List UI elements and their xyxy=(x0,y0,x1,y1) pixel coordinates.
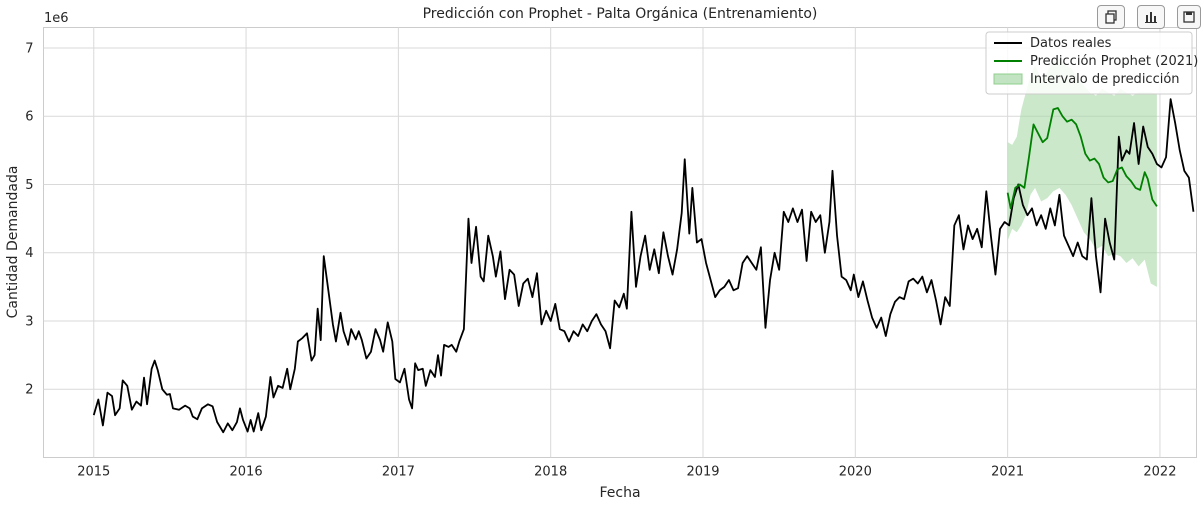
y-tick-label: 4 xyxy=(25,246,33,261)
y-tick-label: 5 xyxy=(25,178,33,193)
legend-box xyxy=(985,31,1193,95)
y-tick-label: 6 xyxy=(25,110,33,125)
save-icon xyxy=(1183,11,1195,23)
x-tick-label: 2018 xyxy=(534,465,567,480)
actual-data-line xyxy=(92,98,1195,434)
legend-label-actual: Datos reales xyxy=(1030,36,1112,51)
copy-icon xyxy=(1105,10,1117,24)
y-tick-labels: 2 3 4 5 6 7 xyxy=(25,41,33,397)
bar-chart-icon xyxy=(1145,12,1157,23)
x-tick-label: 2022 xyxy=(1143,465,1176,480)
chart-button[interactable] xyxy=(1137,5,1165,29)
legend: Datos reales Predicción Prophet (2021) I… xyxy=(985,31,1198,95)
save-button[interactable] xyxy=(1177,5,1201,29)
x-tick-label: 2015 xyxy=(77,465,110,480)
y-tick-label: 2 xyxy=(25,383,33,398)
forecast-line xyxy=(1006,107,1158,210)
x-tick-label: 2020 xyxy=(839,465,872,480)
y-tick-label: 7 xyxy=(25,41,33,56)
series-layer xyxy=(92,58,1195,434)
x-axis-label: Fecha xyxy=(599,485,640,501)
x-tick-label: 2019 xyxy=(686,465,719,480)
x-tick-label: 2021 xyxy=(991,465,1024,480)
y-tick-label: 3 xyxy=(25,314,33,329)
plot-frame xyxy=(43,27,1197,458)
x-tick-label: 2016 xyxy=(230,465,263,480)
legend-label-forecast: Predicción Prophet (2021) xyxy=(1030,54,1198,69)
copy-button[interactable] xyxy=(1097,5,1125,29)
x-tick-label: 2017 xyxy=(382,465,415,480)
x-tick-labels: 2015 2016 2017 2018 2019 2020 2021 2022 xyxy=(77,465,1176,480)
legend-swatch-interval xyxy=(993,73,1023,85)
prediction-interval-band xyxy=(1007,58,1157,287)
chart-title: Predicción con Prophet - Palta Orgánica … xyxy=(423,6,818,22)
y-offset-label: 1e6 xyxy=(44,11,69,26)
y-axis-label: Cantidad Demandada xyxy=(5,166,21,319)
legend-label-interval: Intervalo de predicción xyxy=(1030,72,1180,87)
